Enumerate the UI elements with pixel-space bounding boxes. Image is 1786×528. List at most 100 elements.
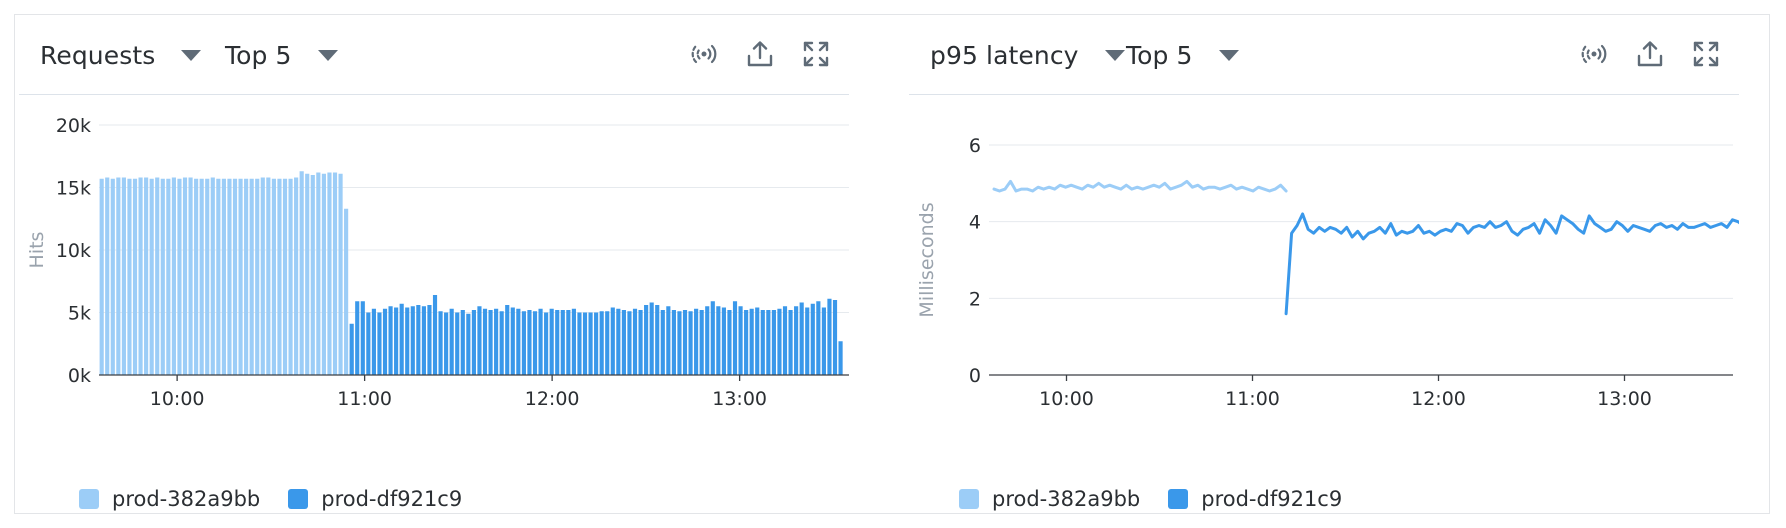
bar-prod-df921c9[interactable] xyxy=(616,308,621,375)
top-n-dropdown[interactable]: Top 5 xyxy=(1126,41,1239,70)
bar-prod-382a9bb[interactable] xyxy=(210,177,215,376)
bar-prod-382a9bb[interactable] xyxy=(305,173,310,375)
bar-prod-382a9bb[interactable] xyxy=(255,178,260,375)
bar-prod-df921c9[interactable] xyxy=(799,302,804,376)
legend-item-prod-382a9bb[interactable]: prod-382a9bb xyxy=(959,487,1140,511)
bar-prod-df921c9[interactable] xyxy=(349,323,354,375)
bar-prod-df921c9[interactable] xyxy=(766,310,771,375)
legend-item-prod-df921c9[interactable]: prod-df921c9 xyxy=(1168,487,1342,511)
bar-prod-382a9bb[interactable] xyxy=(277,178,282,375)
bar-prod-382a9bb[interactable] xyxy=(132,178,138,375)
bar-prod-df921c9[interactable] xyxy=(588,312,593,376)
bar-prod-df921c9[interactable] xyxy=(560,310,565,375)
bar-prod-df921c9[interactable] xyxy=(827,298,832,375)
bar-prod-382a9bb[interactable] xyxy=(282,178,288,375)
bar-prod-382a9bb[interactable] xyxy=(99,178,104,375)
bar-prod-382a9bb[interactable] xyxy=(205,178,210,375)
bar-prod-382a9bb[interactable] xyxy=(232,178,238,375)
bar-prod-df921c9[interactable] xyxy=(694,308,699,375)
bar-prod-382a9bb[interactable] xyxy=(216,178,221,375)
bar-prod-df921c9[interactable] xyxy=(705,306,710,375)
bar-prod-382a9bb[interactable] xyxy=(149,178,154,375)
bar-prod-df921c9[interactable] xyxy=(482,308,488,375)
metric-dropdown[interactable]: p95 latency xyxy=(930,41,1125,70)
bar-prod-df921c9[interactable] xyxy=(838,341,843,375)
bar-prod-df921c9[interactable] xyxy=(416,305,421,375)
bar-prod-df921c9[interactable] xyxy=(832,300,838,375)
bar-prod-df921c9[interactable] xyxy=(699,310,704,375)
bar-prod-df921c9[interactable] xyxy=(599,311,604,375)
bar-prod-df921c9[interactable] xyxy=(660,310,665,375)
bar-prod-df921c9[interactable] xyxy=(449,308,454,375)
bar-prod-df921c9[interactable] xyxy=(566,310,571,375)
bar-prod-df921c9[interactable] xyxy=(666,306,671,375)
bar-prod-df921c9[interactable] xyxy=(388,306,393,375)
bar-prod-df921c9[interactable] xyxy=(638,310,643,375)
bar-prod-df921c9[interactable] xyxy=(494,308,499,375)
bar-prod-df921c9[interactable] xyxy=(516,308,521,375)
bar-prod-df921c9[interactable] xyxy=(610,307,615,376)
bar-prod-df921c9[interactable] xyxy=(549,308,554,375)
bar-prod-df921c9[interactable] xyxy=(455,312,460,376)
bar-prod-df921c9[interactable] xyxy=(510,307,515,376)
bar-prod-df921c9[interactable] xyxy=(555,310,560,375)
bar-prod-382a9bb[interactable] xyxy=(227,178,232,375)
bar-prod-df921c9[interactable] xyxy=(594,312,599,376)
bar-prod-df921c9[interactable] xyxy=(782,306,788,375)
bar-prod-df921c9[interactable] xyxy=(582,312,588,376)
bar-prod-382a9bb[interactable] xyxy=(221,178,226,375)
bar-prod-df921c9[interactable] xyxy=(794,306,799,375)
expand-icon[interactable] xyxy=(799,37,833,71)
bar-prod-382a9bb[interactable] xyxy=(116,177,121,376)
bar-prod-df921c9[interactable] xyxy=(427,305,432,375)
bar-prod-382a9bb[interactable] xyxy=(244,178,249,375)
bar-prod-df921c9[interactable] xyxy=(371,308,376,375)
bar-prod-df921c9[interactable] xyxy=(366,312,371,376)
bar-prod-382a9bb[interactable] xyxy=(199,178,204,375)
bar-prod-df921c9[interactable] xyxy=(571,308,576,375)
bar-prod-df921c9[interactable] xyxy=(499,311,504,375)
bar-prod-382a9bb[interactable] xyxy=(188,177,193,376)
bar-prod-382a9bb[interactable] xyxy=(260,177,265,376)
bar-prod-382a9bb[interactable] xyxy=(121,177,126,376)
bar-prod-382a9bb[interactable] xyxy=(321,173,326,375)
bar-prod-df921c9[interactable] xyxy=(744,310,749,375)
bar-prod-df921c9[interactable] xyxy=(682,310,688,375)
bar-prod-df921c9[interactable] xyxy=(649,302,654,376)
bar-prod-382a9bb[interactable] xyxy=(344,208,349,375)
bar-prod-df921c9[interactable] xyxy=(438,311,443,375)
metric-dropdown[interactable]: Requests xyxy=(40,41,202,70)
bar-prod-df921c9[interactable] xyxy=(605,311,610,375)
broadcast-icon[interactable] xyxy=(1577,37,1611,71)
bar-prod-df921c9[interactable] xyxy=(755,307,760,376)
bar-prod-df921c9[interactable] xyxy=(716,306,721,375)
bar-prod-382a9bb[interactable] xyxy=(194,178,199,375)
bar-prod-382a9bb[interactable] xyxy=(105,177,110,376)
bar-prod-df921c9[interactable] xyxy=(749,308,754,375)
bar-prod-df921c9[interactable] xyxy=(732,301,738,375)
bar-prod-df921c9[interactable] xyxy=(421,306,426,375)
bar-prod-df921c9[interactable] xyxy=(505,305,510,375)
bar-prod-df921c9[interactable] xyxy=(727,310,732,375)
bar-prod-df921c9[interactable] xyxy=(521,311,526,375)
bar-prod-df921c9[interactable] xyxy=(710,301,715,375)
bar-prod-df921c9[interactable] xyxy=(671,310,676,375)
bar-prod-382a9bb[interactable] xyxy=(332,172,338,376)
bar-prod-df921c9[interactable] xyxy=(677,311,682,375)
bar-prod-382a9bb[interactable] xyxy=(182,177,188,376)
bar-prod-382a9bb[interactable] xyxy=(266,177,271,376)
bar-prod-382a9bb[interactable] xyxy=(288,178,293,375)
bar-prod-df921c9[interactable] xyxy=(410,306,415,375)
bar-prod-df921c9[interactable] xyxy=(821,307,826,376)
bar-prod-382a9bb[interactable] xyxy=(299,171,304,375)
bar-prod-df921c9[interactable] xyxy=(644,305,649,375)
bar-prod-df921c9[interactable] xyxy=(466,313,471,375)
bar-prod-382a9bb[interactable] xyxy=(238,178,243,375)
broadcast-icon[interactable] xyxy=(687,37,721,71)
bar-prod-df921c9[interactable] xyxy=(360,301,365,375)
bar-prod-df921c9[interactable] xyxy=(805,307,810,376)
bar-prod-382a9bb[interactable] xyxy=(144,177,149,376)
bar-prod-df921c9[interactable] xyxy=(738,306,743,375)
bar-prod-df921c9[interactable] xyxy=(444,312,449,376)
bar-prod-df921c9[interactable] xyxy=(577,312,582,376)
